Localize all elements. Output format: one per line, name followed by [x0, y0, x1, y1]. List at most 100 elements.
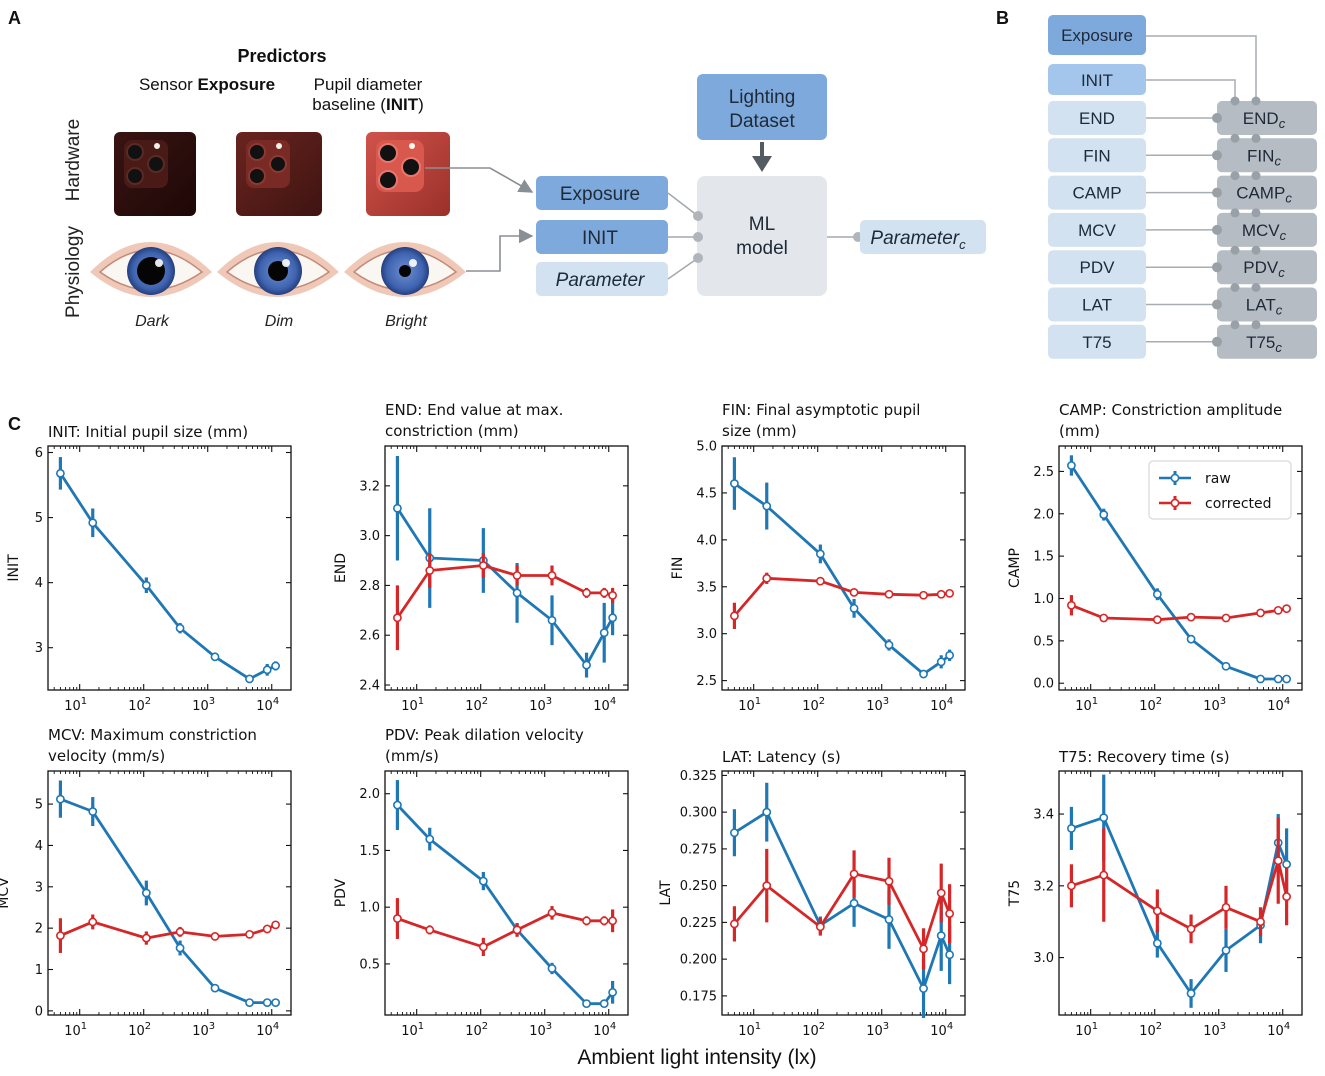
data-point — [936, 888, 946, 898]
data-point — [56, 794, 65, 804]
b-param-box-lat — [1048, 287, 1146, 322]
data-point — [425, 834, 435, 844]
data-point — [608, 590, 618, 600]
series-raw — [56, 457, 281, 684]
chart-title: FIN: Final asymptotic pupil size (mm) — [722, 401, 920, 440]
chart-title: END: End value at max. constriction (mm) — [385, 401, 563, 440]
series-corrected — [393, 553, 618, 651]
panel-letter-b: B — [996, 8, 1009, 28]
data-point — [56, 931, 65, 940]
data-point — [1273, 674, 1283, 684]
y-tick-label: 0.200 — [680, 953, 717, 968]
data-point — [1273, 605, 1283, 615]
b-port — [1230, 208, 1240, 218]
data-point — [884, 915, 894, 924]
data-point — [919, 669, 928, 679]
data-point — [730, 919, 739, 929]
data-point — [512, 571, 522, 580]
b-param-box-t75 — [1048, 324, 1146, 359]
legend-swatch — [1170, 473, 1180, 483]
data-point — [141, 888, 151, 898]
data-point — [1273, 856, 1283, 866]
y-tick-label: 4.5 — [696, 486, 717, 501]
connector — [667, 257, 699, 280]
y-tick-label: 2.0 — [359, 787, 380, 802]
x-tick-label: 102 — [465, 1021, 488, 1039]
data-point — [245, 674, 254, 684]
parameter-c-box — [860, 220, 986, 254]
condition-dim: Dim — [265, 313, 293, 330]
parameter-box — [536, 262, 668, 296]
data-point — [1152, 615, 1162, 625]
b-corrected-label-end: ENDc — [1243, 109, 1286, 131]
y-tick-label: 2.6 — [359, 629, 380, 644]
data-point — [582, 999, 591, 1009]
chart-mcv: MCV: Maximum constriction velocity (mm/s)… — [0, 726, 292, 1039]
parameter-box-label: Parameter — [556, 270, 645, 291]
y-tick-label: 3 — [35, 880, 43, 895]
data-point — [88, 518, 98, 528]
y-tick-label: 1.5 — [359, 844, 380, 859]
data-point — [210, 652, 220, 662]
panel-a: A Predictors Sensor Exposure Pupil diame… — [8, 8, 986, 330]
data-point — [730, 828, 739, 838]
y-tick-label: 5.0 — [696, 440, 717, 455]
data-point — [547, 571, 557, 580]
data-point — [271, 920, 281, 930]
series-raw — [393, 780, 618, 1009]
b-port — [1212, 336, 1222, 347]
chart-lat: LAT: Latency (s) 0.175 0.200 0.225 0.250 0.27… — [658, 748, 966, 1039]
exposure-line — [1146, 35, 1257, 110]
data-point — [1256, 608, 1265, 618]
data-point — [478, 561, 488, 570]
data-point — [1152, 589, 1162, 599]
lighting-dataset-line1: Lighting — [729, 87, 796, 108]
chart-end: END: End value at max. constriction (mm) 2… — [333, 401, 629, 714]
legend: raw corrected — [1148, 460, 1292, 520]
data-point — [730, 611, 739, 621]
data-point — [1067, 600, 1076, 610]
x-tick-label: 101 — [401, 1021, 424, 1039]
legend-box — [1148, 460, 1292, 520]
data-point — [1099, 870, 1109, 880]
legend-swatch — [1170, 498, 1180, 508]
plot-frame — [384, 770, 629, 1016]
data-point — [1186, 634, 1196, 644]
phone-camera-icon — [236, 132, 322, 216]
data-point — [262, 924, 272, 934]
legend-label-corrected: corrected — [1205, 496, 1272, 512]
y-tick-label: 1 — [35, 963, 43, 978]
data-point — [608, 613, 618, 623]
x-tick-label: 104 — [1267, 1021, 1290, 1039]
x-tick-label: 102 — [128, 696, 151, 714]
series-raw — [1067, 455, 1292, 684]
data-point — [175, 943, 185, 953]
x-tick-label: 101 — [1075, 696, 1098, 714]
chart-title: INIT: Initial pupil size (mm) — [48, 423, 248, 441]
b-param-label-lat: LAT — [1082, 296, 1112, 315]
data-point — [1067, 824, 1076, 833]
row-label-physiology: Physiology — [63, 226, 84, 318]
data-point — [1221, 613, 1231, 623]
shared-x-axis-label: Ambient light intensity (lx) — [577, 1046, 816, 1069]
series-raw — [730, 782, 955, 1018]
series-raw — [393, 455, 618, 678]
series-line — [733, 810, 951, 990]
panel-letter-c: C — [8, 414, 21, 434]
series-corrected — [1067, 595, 1292, 625]
row-label-hardware: Hardware — [63, 119, 84, 201]
b-corrected-label-fin: FINc — [1247, 146, 1281, 168]
series-line — [733, 872, 951, 951]
series-corrected — [393, 898, 618, 956]
data-point — [1186, 612, 1196, 622]
b-port — [1230, 133, 1240, 143]
b-exposure-box — [1048, 15, 1146, 55]
b-port — [1230, 283, 1240, 292]
b-port — [1251, 208, 1261, 218]
data-point — [762, 501, 772, 511]
init-connector — [466, 228, 534, 272]
condition-bright: Bright — [385, 313, 427, 330]
data-point — [582, 588, 591, 598]
data-point — [936, 657, 946, 667]
eye-icon — [90, 242, 212, 297]
